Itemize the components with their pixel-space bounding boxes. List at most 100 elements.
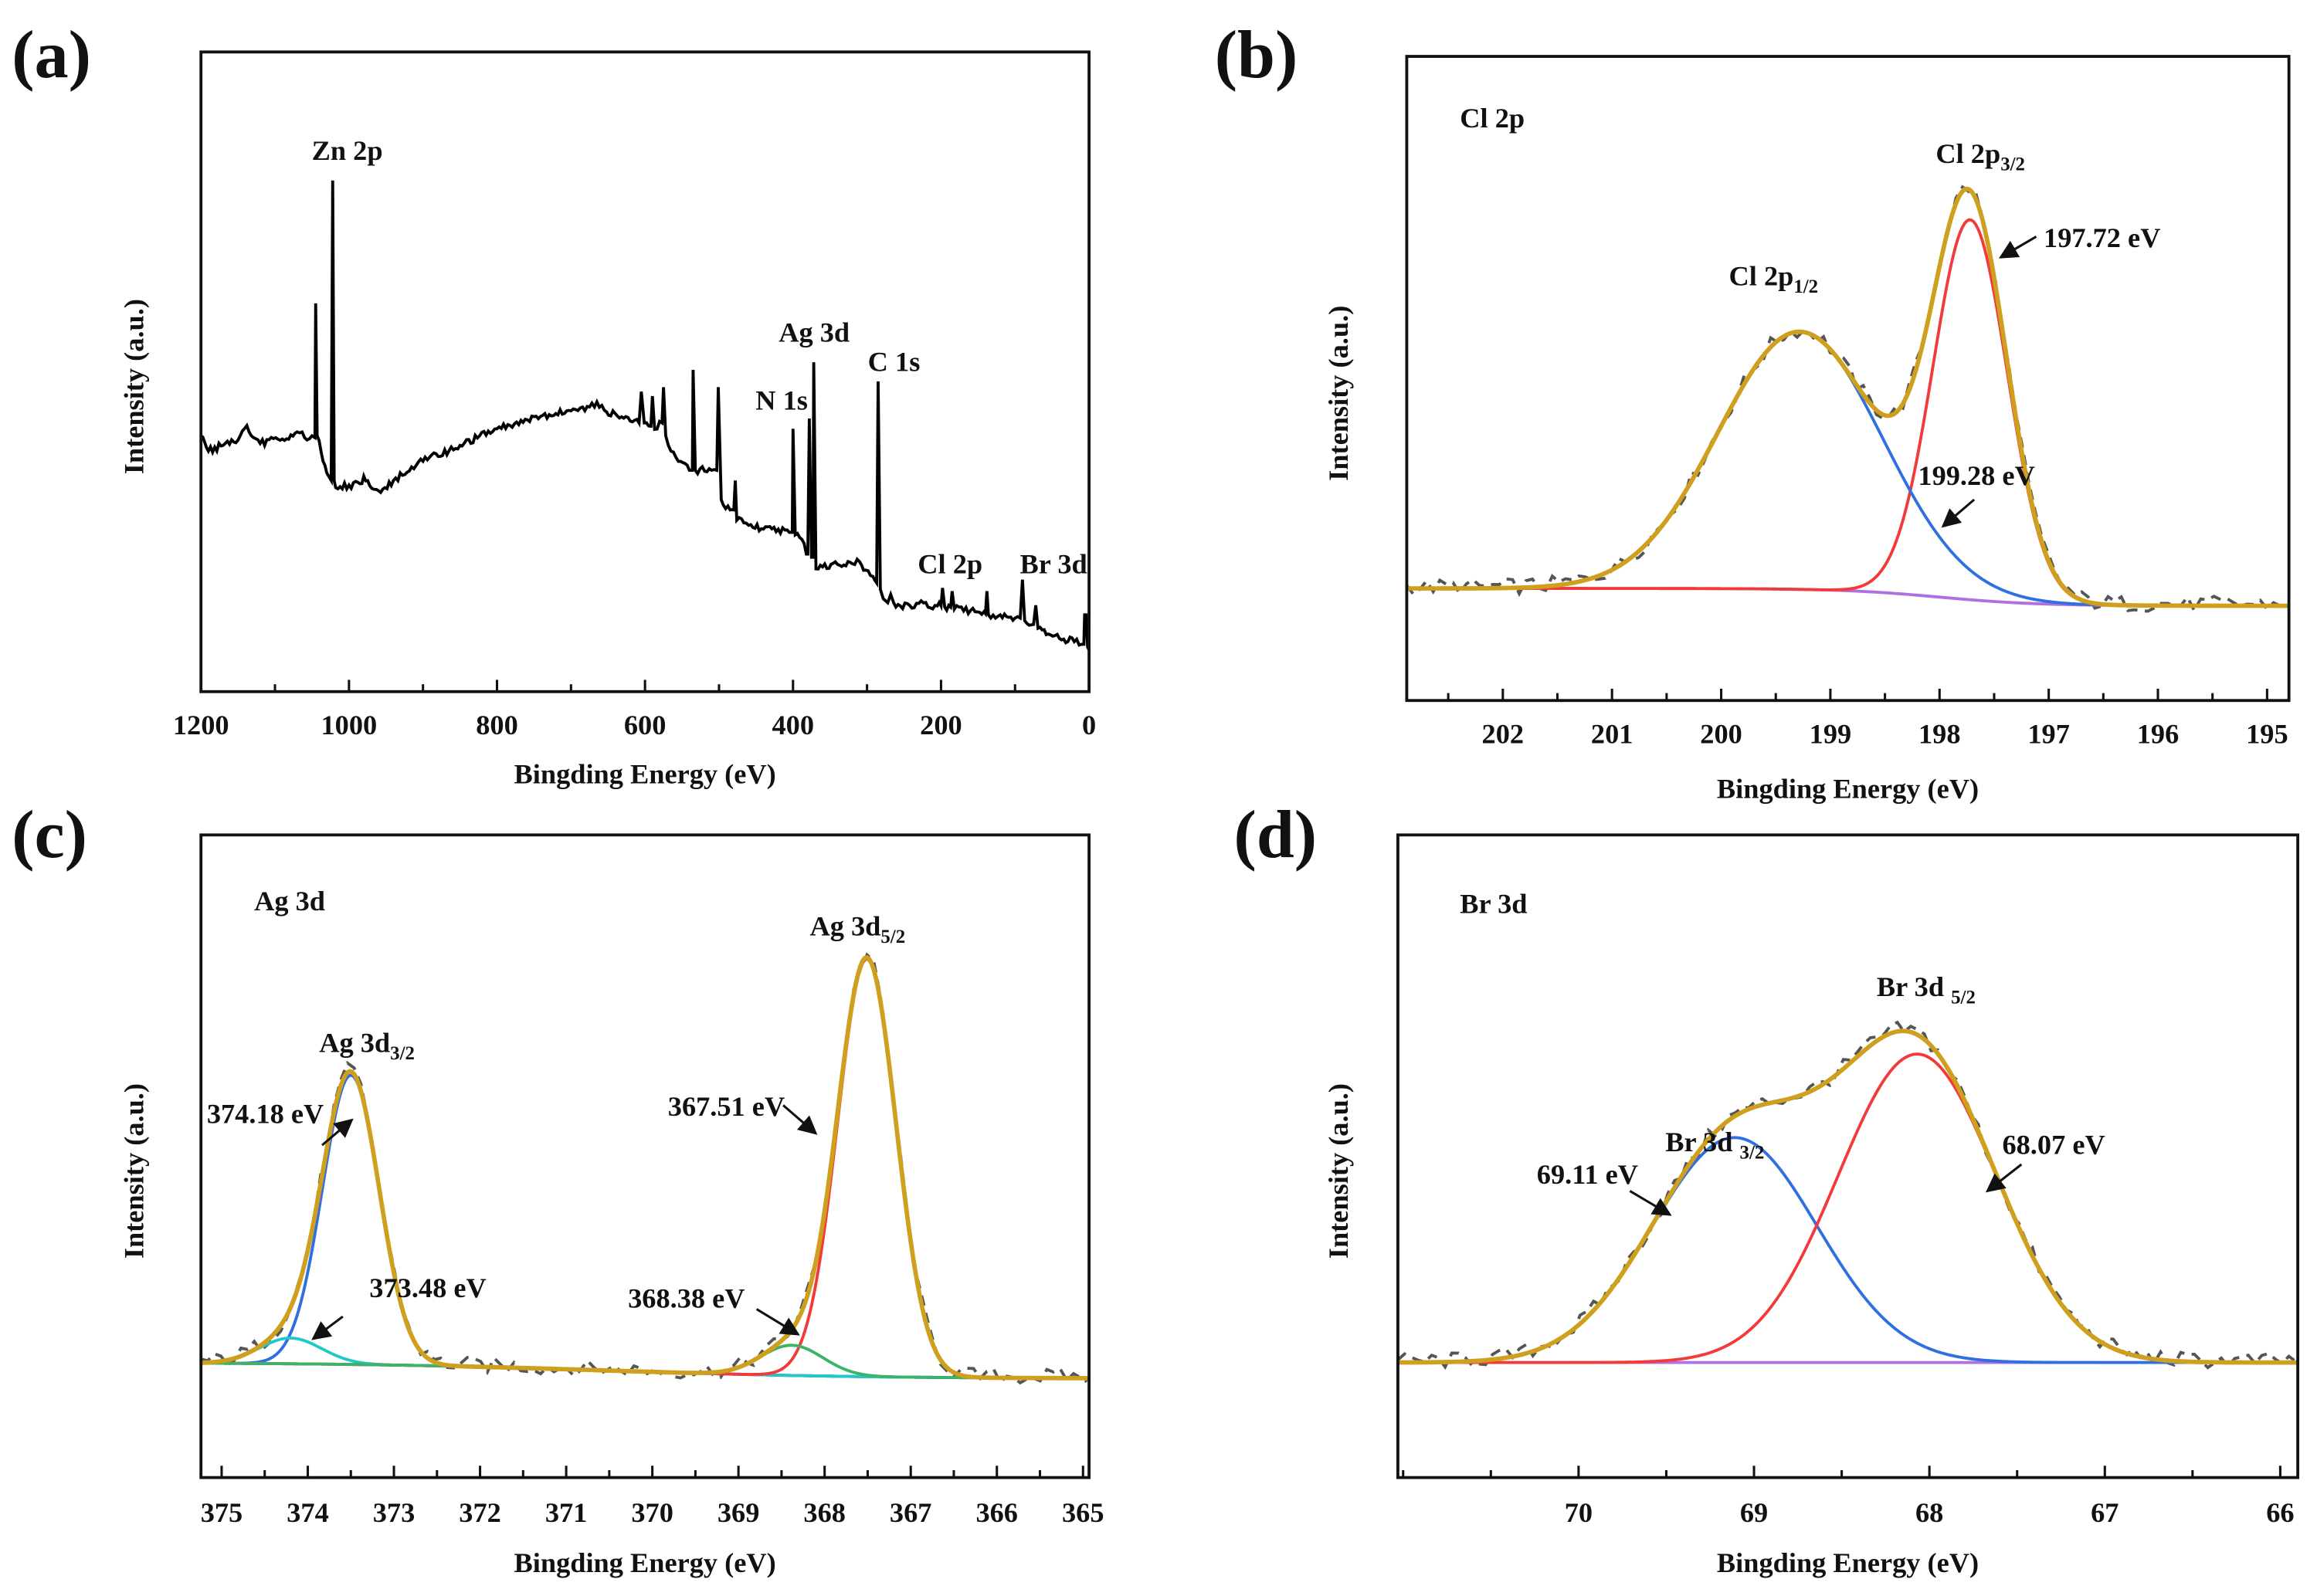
panel-label: (d) (1234, 798, 1318, 873)
x-tick-label: 195 (2246, 719, 2288, 750)
annotation-text: 69.11 eV (1537, 1159, 1638, 1190)
x-tick-label: 375 (201, 1497, 243, 1528)
peak-annotation: 374.18 eV (207, 1098, 324, 1129)
peak-annotation: 368.38 eV (628, 1283, 745, 1314)
peak-annotation: 68.07 eV (2002, 1130, 2105, 1161)
x-tick-label: 371 (545, 1497, 588, 1528)
peak-annotation: Br 3d (1020, 549, 1087, 580)
annotation-subscript: 1/2 (1793, 276, 1818, 297)
x-tick-label: 200 (920, 710, 962, 740)
annotation-arrow (1985, 1163, 2023, 1193)
x-tick-label: 1000 (321, 710, 378, 740)
annotation-arrow (782, 1104, 818, 1135)
peak-annotation: 367.51 eV (668, 1091, 785, 1122)
x-tick-label: 400 (772, 710, 815, 740)
plot-area (201, 180, 1090, 651)
x-tick-label: 365 (1062, 1497, 1104, 1528)
raw-data-dashed-line (1397, 1020, 2297, 1371)
panel-d: (d) 70 69 68 67 66 Bingding Energy (eV) Intensi… (1234, 798, 2300, 1578)
x-tick-label: 1200 (173, 710, 229, 740)
annotation-text: 199.28 eV (1918, 460, 2034, 491)
annotation-arrow (1998, 236, 2037, 259)
x-tick-label: 370 (631, 1497, 673, 1528)
x-tick-label: 67 (2091, 1497, 2119, 1528)
annotation-text: 197.72 eV (2044, 222, 2160, 253)
annotation-text: 367.51 eV (668, 1091, 785, 1122)
peak-annotation: 197.72 eV (2044, 222, 2160, 253)
panel-c: (c) 375 374 373 372 371 370 369 368 367 366 365 Bing… (12, 798, 1104, 1578)
panel-b: (b) 202 201 200 199 198 197 196 195 Bingding Ener… (1215, 18, 2291, 805)
fit-component-line (1397, 1052, 2298, 1364)
x-tick-label: 69 (1740, 1497, 1768, 1528)
y-axis-title: Intensity (a.u.) (119, 299, 150, 474)
envelope-fit-line (1406, 186, 2289, 608)
envelope-fit-line (201, 954, 1090, 1381)
annotation-text: Cl 2p (918, 549, 982, 580)
x-tick-label: 374 (287, 1497, 329, 1528)
x-tick-label: 373 (373, 1497, 416, 1528)
peak-annotation: Br 3d 5/2 (1877, 971, 1976, 1008)
annotation-arrow (1629, 1190, 1672, 1216)
x-tick-label: 600 (624, 710, 667, 740)
annotation-text: 368.38 eV (628, 1283, 745, 1314)
panel-label: (a) (12, 18, 91, 93)
x-tick-label: 369 (717, 1497, 760, 1528)
x-axis-title: Bingding Energy (eV) (1717, 774, 1979, 805)
x-axis-title: Bingding Energy (eV) (1717, 1547, 1979, 1578)
peak-annotation: 373.48 eV (369, 1272, 486, 1303)
peak-annotation: C 1s (868, 347, 921, 378)
peak-annotation: Cl 2p3/2 (1935, 138, 2025, 175)
annotation-text: Br 3d (1665, 1127, 1739, 1157)
peak-annotation: Ag 3d3/2 (319, 1028, 415, 1065)
plot-frame (1396, 833, 2300, 1479)
x-tick-label: 201 (1591, 719, 1633, 750)
x-axis-title: Bingding Energy (eV) (514, 1547, 776, 1578)
annotation-subscript: 5/2 (880, 927, 905, 947)
x-tick-label: 200 (1700, 719, 1742, 750)
x-tick-label: 198 (1918, 719, 1961, 750)
x-axis-title: Bingding Energy (eV) (514, 758, 776, 789)
plot-area (1397, 1020, 2298, 1371)
background-line (1406, 587, 2289, 608)
peak-annotation: Cl 2p (918, 549, 982, 580)
peak-annotation: N 1s (755, 385, 808, 415)
x-tick-label: 199 (1810, 719, 1852, 750)
raw-data-dashed-line (201, 952, 1088, 1385)
annotation-text: Ag 3d (779, 317, 850, 347)
x-tick-label: 372 (459, 1497, 501, 1528)
annotation-text: Ag 3d (319, 1028, 390, 1059)
annotation-subscript: 3/2 (1740, 1142, 1765, 1163)
x-tick-label: 367 (890, 1497, 932, 1528)
x-tick-label: 202 (1482, 719, 1525, 750)
annotation-text: Br 3d (1020, 549, 1087, 580)
panel-label: (b) (1215, 18, 1298, 93)
peak-annotation: 199.28 eV (1918, 460, 2034, 491)
annotation-text: Cl 2p (1935, 138, 2000, 169)
peak-annotation: Cl 2p1/2 (1729, 261, 1819, 298)
survey-spectrum-line (201, 180, 1090, 651)
y-axis-title: Intensity (a.u.) (1323, 1083, 1354, 1259)
envelope-fit-line (1397, 1028, 2298, 1365)
annotation-arrow (1941, 498, 1976, 528)
annotation-arrow (321, 1118, 354, 1147)
annotation-text: Cl 2p (1729, 261, 1794, 292)
x-tick-label: 0 (1082, 710, 1096, 740)
peak-annotation: Zn 2p (312, 135, 383, 166)
panel-a: (a) 1200 1000 800 600 400 200 0 Bingding Energy … (12, 18, 1096, 790)
annotation-text: Zn 2p (312, 135, 383, 166)
panel-title: Ag 3d (254, 886, 325, 917)
panel-title: Cl 2p (1460, 103, 1525, 134)
x-tick-label: 366 (975, 1497, 1018, 1528)
x-tick-label: 68 (1915, 1497, 1943, 1528)
peak-annotation: Ag 3d (779, 317, 850, 347)
x-tick-label: 66 (2266, 1497, 2294, 1528)
raw-data-dashed-line (1406, 185, 2288, 614)
panel-title: Br 3d (1460, 889, 1527, 920)
x-tick-label: 196 (2137, 719, 2180, 750)
plot-area (1406, 185, 2289, 614)
annotation-subscript: 5/2 (1951, 987, 1976, 1008)
fit-component-line (1397, 1136, 2298, 1364)
plot-frame (1405, 55, 2291, 703)
annotation-text: Br 3d (1877, 971, 1951, 1002)
y-axis-title: Intensity (a.u.) (1323, 306, 1354, 481)
